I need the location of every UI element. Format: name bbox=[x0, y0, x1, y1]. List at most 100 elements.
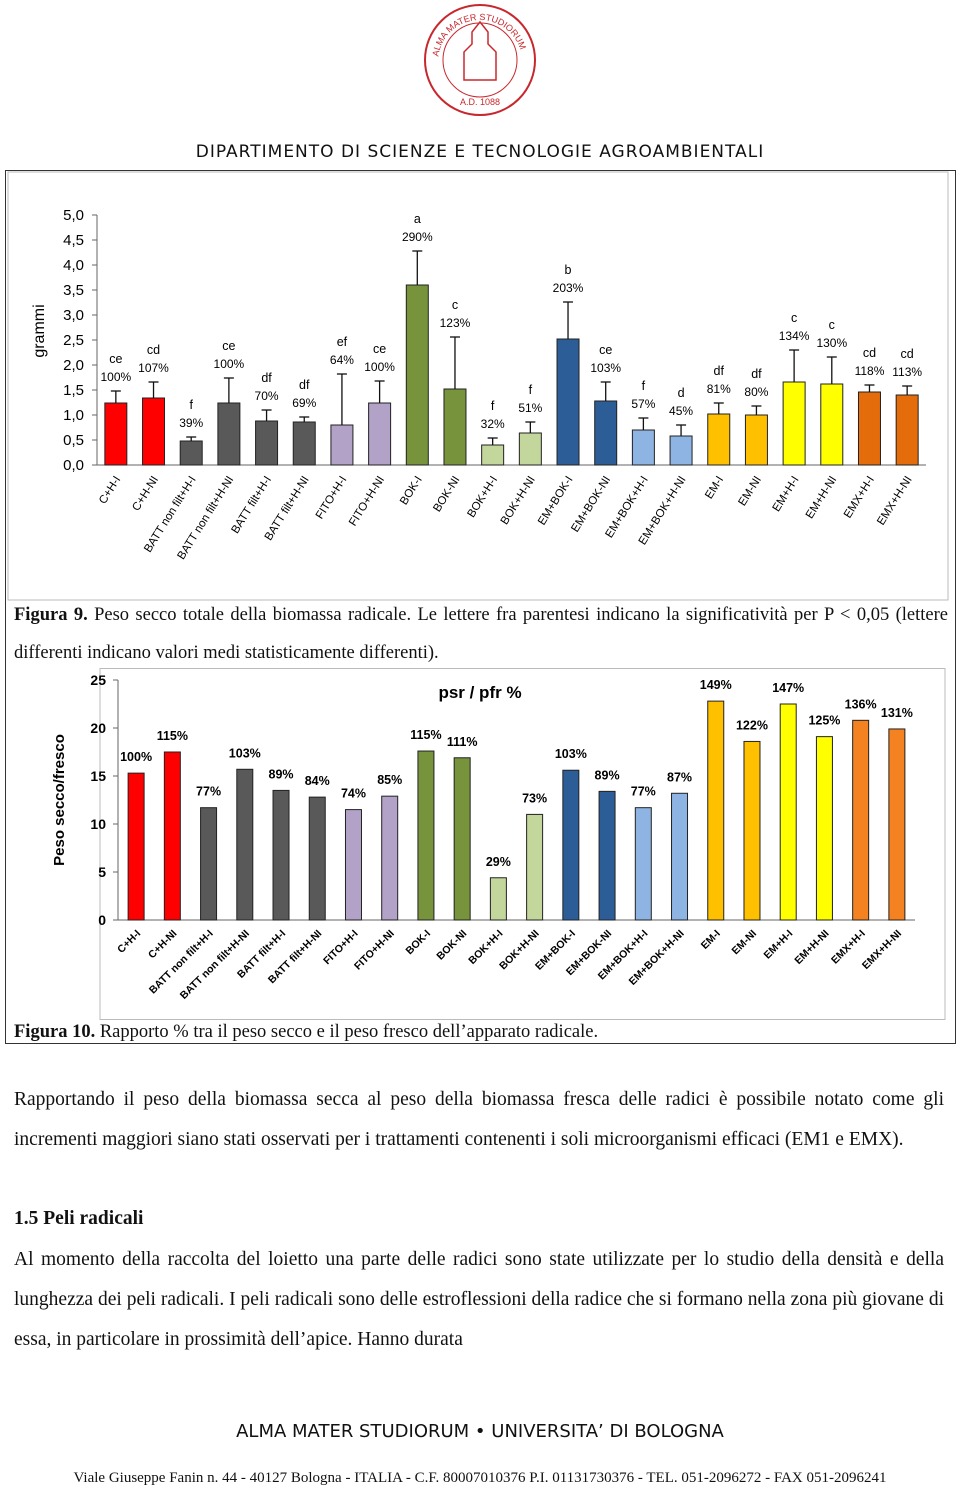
y-tick-label: 25 bbox=[90, 672, 106, 688]
bar bbox=[236, 768, 254, 921]
percent-label: 85% bbox=[377, 773, 402, 787]
caption-label: Figura 10. bbox=[14, 1022, 96, 1042]
significance-letter: cd bbox=[901, 347, 914, 361]
percent-label: 107% bbox=[138, 361, 169, 375]
paragraph: Rapportando il peso della biomassa secca… bbox=[14, 1089, 944, 1150]
bar bbox=[518, 432, 542, 466]
percent-label: 32% bbox=[481, 417, 505, 431]
bar bbox=[272, 789, 290, 921]
y-tick-label: 1,5 bbox=[63, 382, 84, 399]
bar bbox=[782, 381, 806, 466]
percent-label: 118% bbox=[855, 364, 885, 378]
significance-letter: b bbox=[565, 263, 572, 277]
percent-label: 57% bbox=[631, 397, 655, 411]
percent-label: 123% bbox=[440, 316, 471, 330]
caption-text: Peso secco totale della biomassa radical… bbox=[14, 605, 948, 663]
percent-label: 45% bbox=[669, 404, 693, 418]
bar bbox=[852, 719, 870, 921]
footer-address: Viale Giuseppe Fanin n. 44 - 40127 Bolog… bbox=[73, 1470, 887, 1486]
percent-label: 87% bbox=[667, 770, 692, 784]
percent-label: 74% bbox=[341, 787, 366, 801]
significance-letter: ef bbox=[337, 335, 348, 349]
bar bbox=[707, 700, 725, 921]
percent-label: 131% bbox=[881, 706, 913, 720]
significance-letter: f bbox=[491, 399, 495, 413]
significance-letter: d bbox=[678, 386, 685, 400]
significance-letter: df bbox=[714, 364, 725, 378]
caption-label: Figura 9. bbox=[14, 605, 88, 625]
significance-letter: df bbox=[261, 371, 272, 385]
percent-label: 29% bbox=[486, 855, 511, 869]
bar bbox=[104, 402, 128, 466]
bar bbox=[562, 769, 580, 921]
percent-label: 125% bbox=[808, 714, 840, 728]
y-tick-label: 20 bbox=[90, 720, 106, 736]
bar bbox=[598, 790, 616, 921]
bar bbox=[417, 750, 435, 921]
significance-letter: a bbox=[414, 212, 421, 226]
bar bbox=[888, 728, 906, 921]
percent-label: 103% bbox=[590, 361, 621, 375]
chart-figure-10: 0 5 10 15 20 25 Peso secco/fresco psr / pfr % 10… bbox=[51, 668, 946, 1020]
caption-figure-9: Figura 9. Peso secco totale della biomas… bbox=[14, 596, 948, 672]
percent-label: 122% bbox=[736, 718, 768, 732]
y-tick-label: 5,0 bbox=[63, 207, 84, 224]
percent-label: 100% bbox=[120, 750, 152, 764]
bar bbox=[556, 338, 580, 466]
significance-letter: c bbox=[829, 318, 835, 332]
percent-label: 51% bbox=[518, 401, 542, 415]
percent-label: 89% bbox=[595, 768, 620, 782]
significance-letter: ce bbox=[109, 352, 122, 366]
bar bbox=[526, 813, 544, 921]
percent-label: 136% bbox=[845, 697, 877, 711]
bar bbox=[127, 772, 145, 921]
significance-letter: f bbox=[529, 383, 533, 397]
logo-year: A.D. 1088 bbox=[460, 97, 500, 107]
percent-label: 149% bbox=[700, 678, 732, 692]
bar bbox=[443, 388, 467, 466]
bar bbox=[453, 757, 471, 921]
bar bbox=[743, 740, 761, 921]
percent-label: 115% bbox=[157, 729, 188, 743]
chart-figure-9: 0,0 0,5 1,0 1,5 2,0 2,5 3,0 3,5 4,0 4,5 5,0 grammi c… bbox=[7, 171, 949, 601]
bar bbox=[707, 413, 731, 466]
y-tick-label: 3,5 bbox=[63, 282, 84, 299]
percent-label: 111% bbox=[447, 735, 478, 749]
percent-label: 69% bbox=[292, 396, 316, 410]
department: DIPARTIMENTO DI SCIENZE E TECNOLOGIE AGR… bbox=[195, 142, 765, 162]
significance-letter: df bbox=[751, 367, 762, 381]
bar bbox=[292, 421, 316, 466]
caption-text: Rapporto % tra il peso secco e il peso f… bbox=[99, 1022, 599, 1042]
significance-letter: cd bbox=[147, 343, 160, 357]
bar bbox=[820, 383, 844, 466]
y-tick-label: 0,5 bbox=[63, 432, 84, 449]
bar bbox=[779, 703, 797, 921]
logo: ALMA MATER STUDIORUM A.D. 1088 bbox=[424, 4, 536, 116]
caption-figure-10: Figura 10. Rapporto % tra il peso secco … bbox=[14, 1013, 948, 1051]
bar bbox=[179, 440, 203, 466]
bar bbox=[895, 394, 919, 466]
percent-label: 147% bbox=[772, 681, 804, 695]
bar bbox=[634, 807, 652, 921]
y-tick-label: 3,0 bbox=[63, 307, 84, 324]
bar bbox=[481, 444, 505, 466]
percent-label: 77% bbox=[631, 785, 656, 799]
significance-letter: df bbox=[299, 378, 310, 392]
percent-label: 39% bbox=[179, 416, 203, 430]
y-tick-label: 0 bbox=[98, 912, 106, 928]
percent-label: 290% bbox=[402, 230, 433, 244]
percent-label: 130% bbox=[816, 336, 847, 350]
significance-letter: c bbox=[791, 311, 797, 325]
chart-title: psr / pfr % bbox=[438, 683, 521, 702]
y-tick-label: 10 bbox=[90, 816, 106, 832]
bar bbox=[142, 397, 166, 466]
percent-label: 100% bbox=[100, 370, 131, 384]
significance-letter: ce bbox=[373, 342, 386, 356]
bar bbox=[308, 796, 326, 921]
significance-letter: cd bbox=[863, 346, 876, 360]
percent-label: 84% bbox=[305, 774, 330, 788]
y-tick-label: 0,0 bbox=[63, 457, 84, 474]
section-heading: 1.5 Peli radicali bbox=[14, 1208, 144, 1229]
